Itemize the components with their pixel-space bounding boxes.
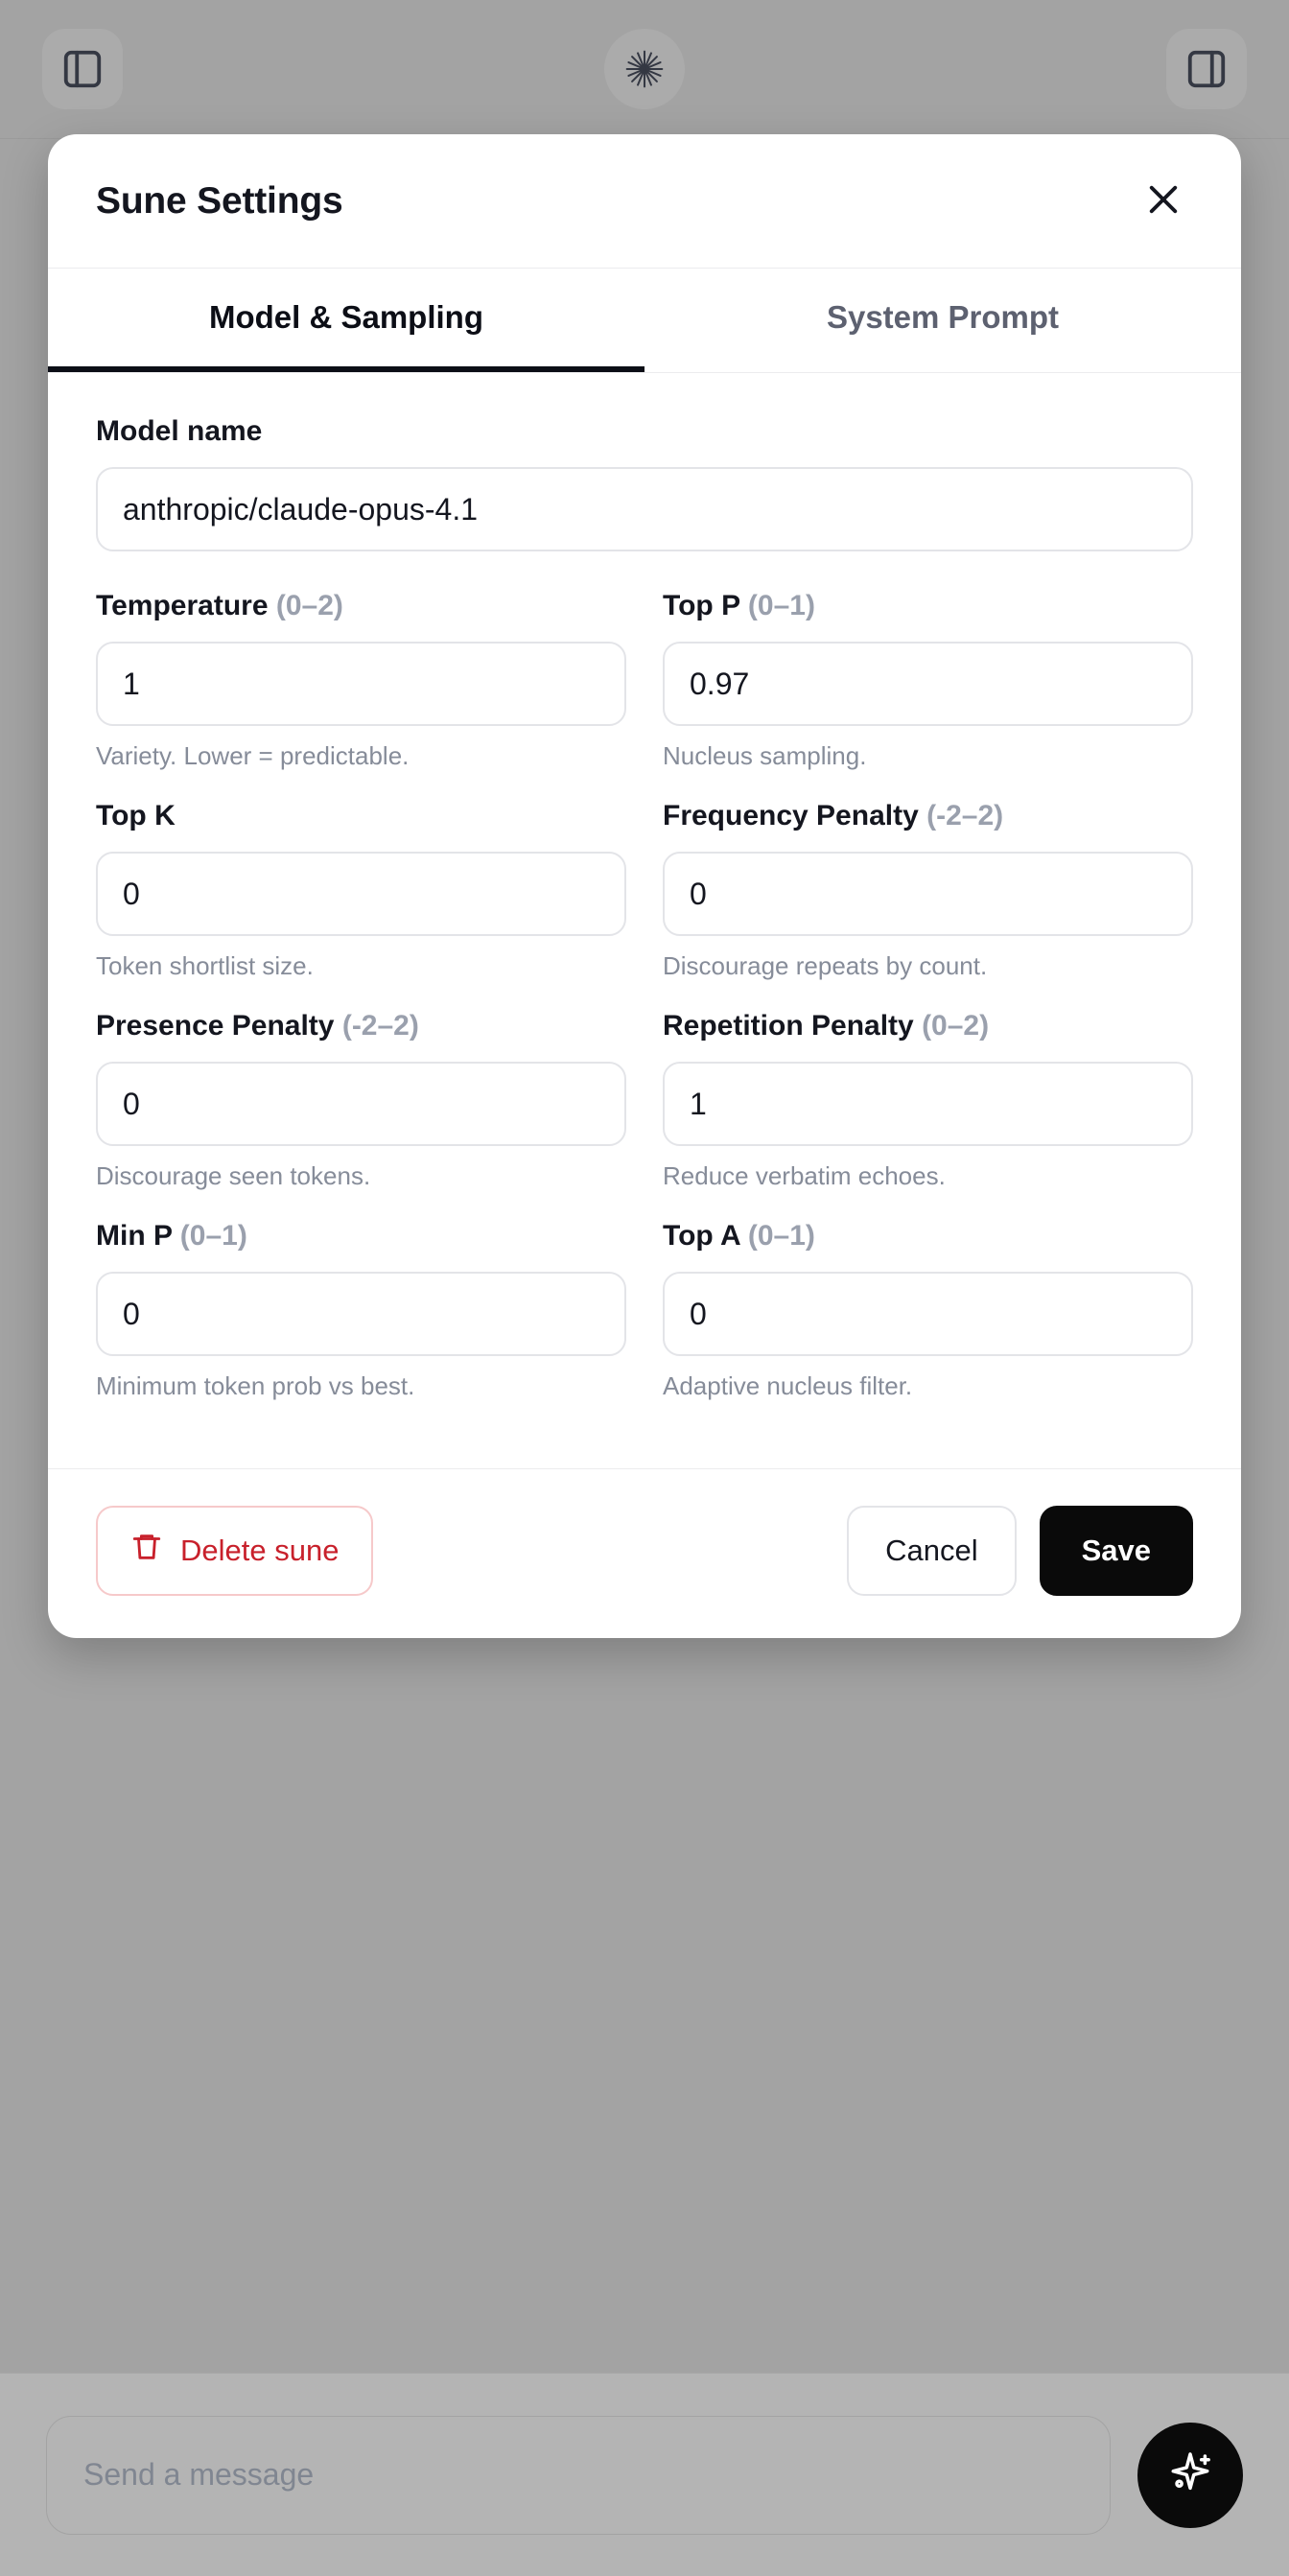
- field-label: Top K: [96, 800, 626, 832]
- left-panel-toggle-icon: [60, 47, 105, 91]
- trash-icon: [130, 1531, 163, 1571]
- label-range: (-2–2): [341, 1010, 419, 1042]
- label-text: Frequency Penalty: [663, 800, 919, 831]
- label-text: Top P: [663, 590, 740, 621]
- min-p-input[interactable]: [96, 1272, 626, 1356]
- tab-system-prompt[interactable]: System Prompt: [644, 269, 1241, 372]
- temperature-input[interactable]: [96, 642, 626, 726]
- dialog-tabs: Model & Sampling System Prompt: [48, 269, 1241, 373]
- tab-model-and-sampling[interactable]: Model & Sampling: [48, 269, 644, 372]
- field-hint: Nucleus sampling.: [663, 741, 867, 770]
- model-name-field: Model name: [96, 415, 1193, 551]
- field-label: Frequency Penalty (-2–2): [663, 800, 1193, 832]
- field-hint: Token shortlist size.: [96, 951, 314, 980]
- dialog-header: Sune Settings: [48, 134, 1241, 269]
- footer-actions: Cancel Save: [847, 1506, 1193, 1596]
- sparkle-icon: [1163, 2447, 1217, 2503]
- app-topbar: [0, 0, 1289, 139]
- field-label: Repetition Penalty (0–2): [663, 1010, 1193, 1042]
- field-temperature: Temperature (0–2) Variety. Lower = predi…: [96, 590, 626, 771]
- message-input[interactable]: [46, 2415, 1111, 2535]
- label-text: Min P: [96, 1220, 173, 1252]
- top-a-input[interactable]: [663, 1272, 1193, 1356]
- dialog-title: Sune Settings: [96, 179, 343, 222]
- label-range: (0–2): [922, 1010, 990, 1042]
- field-label: Top P (0–1): [663, 590, 1193, 622]
- field-repetition-penalty: Repetition Penalty (0–2) Reduce verbatim…: [663, 1010, 1193, 1191]
- field-top-a: Top A (0–1) Adaptive nucleus filter.: [663, 1220, 1193, 1401]
- label-text: Presence Penalty: [96, 1010, 335, 1042]
- field-label: Temperature (0–2): [96, 590, 626, 622]
- label-range: (-2–2): [926, 800, 1004, 831]
- sune-settings-dialog: Sune Settings Model & Sampling System Pr…: [48, 134, 1241, 1638]
- model-name-input[interactable]: [96, 467, 1193, 551]
- field-hint: Discourage repeats by count.: [663, 951, 988, 980]
- dialog-body: Model name Temperature (0–2) Variety. Lo…: [48, 373, 1241, 1468]
- close-icon: [1143, 179, 1184, 222]
- sampling-parameters-grid: Temperature (0–2) Variety. Lower = predi…: [96, 590, 1193, 1430]
- label-range: (0–1): [747, 590, 815, 621]
- sunburst-icon: [623, 48, 666, 90]
- tab-label: Model & Sampling: [208, 299, 483, 335]
- repetition-penalty-input[interactable]: [663, 1062, 1193, 1146]
- save-label: Save: [1081, 1534, 1151, 1567]
- label-text: Temperature: [96, 590, 269, 621]
- dialog-footer: Delete sune Cancel Save: [48, 1468, 1241, 1638]
- field-hint: Variety. Lower = predictable.: [96, 741, 410, 770]
- cancel-label: Cancel: [885, 1534, 978, 1567]
- label-text: Repetition Penalty: [663, 1010, 914, 1042]
- delete-sune-button[interactable]: Delete sune: [96, 1506, 374, 1596]
- field-label: Top A (0–1): [663, 1220, 1193, 1253]
- field-hint: Minimum token prob vs best.: [96, 1371, 415, 1400]
- presence-penalty-input[interactable]: [96, 1062, 626, 1146]
- field-top-p: Top P (0–1) Nucleus sampling.: [663, 590, 1193, 771]
- field-label: Presence Penalty (-2–2): [96, 1010, 626, 1042]
- save-button[interactable]: Save: [1039, 1506, 1193, 1596]
- top-k-input[interactable]: [96, 852, 626, 936]
- right-panel-toggle-icon: [1184, 47, 1229, 91]
- field-frequency-penalty: Frequency Penalty (-2–2) Discourage repe…: [663, 800, 1193, 981]
- sunburst-button[interactable]: [604, 29, 685, 109]
- field-min-p: Min P (0–1) Minimum token prob vs best.: [96, 1220, 626, 1401]
- field-top-k: Top K Token shortlist size.: [96, 800, 626, 981]
- tab-label: System Prompt: [826, 299, 1060, 335]
- right-panel-toggle-button[interactable]: [1166, 29, 1247, 109]
- label-range: (0–1): [179, 1220, 247, 1252]
- send-message-button[interactable]: [1137, 2422, 1243, 2528]
- field-label: Min P (0–1): [96, 1220, 626, 1253]
- label-text: Top A: [663, 1220, 740, 1252]
- label-text: Top K: [96, 800, 176, 831]
- left-panel-toggle-button[interactable]: [42, 29, 123, 109]
- delete-sune-label: Delete sune: [180, 1534, 340, 1567]
- top-p-input[interactable]: [663, 642, 1193, 726]
- field-hint: Reduce verbatim echoes.: [663, 1161, 946, 1190]
- label-range: (0–2): [275, 590, 343, 621]
- close-button[interactable]: [1134, 172, 1193, 231]
- model-name-label: Model name: [96, 415, 263, 447]
- field-hint: Adaptive nucleus filter.: [663, 1371, 913, 1400]
- cancel-button[interactable]: Cancel: [847, 1506, 1017, 1596]
- field-presence-penalty: Presence Penalty (-2–2) Discourage seen …: [96, 1010, 626, 1191]
- frequency-penalty-input[interactable]: [663, 852, 1193, 936]
- message-composer: [0, 2373, 1289, 2576]
- label-range: (0–1): [747, 1220, 815, 1252]
- field-hint: Discourage seen tokens.: [96, 1161, 371, 1190]
